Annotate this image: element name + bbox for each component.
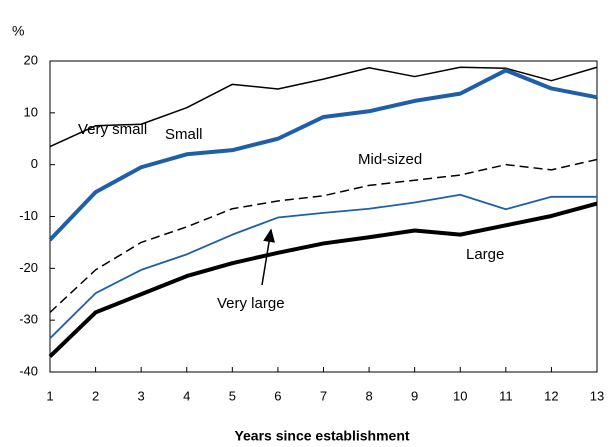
series-label: Small (165, 126, 203, 143)
y-tick-label: 0 (31, 156, 38, 171)
x-tick-label: 10 (453, 388, 467, 403)
x-tick-label: 12 (544, 388, 558, 403)
y-tick-label: -30 (19, 312, 38, 327)
x-tick-label: 11 (499, 388, 513, 403)
y-tick-label: -10 (19, 208, 38, 223)
x-tick-label: 13 (590, 388, 604, 403)
x-tick-label: 7 (320, 388, 327, 403)
series-label: Mid-sized (358, 151, 422, 168)
y-tick-label: 20 (24, 52, 38, 67)
series-line (48, 201, 598, 358)
y-unit-label: % (12, 23, 24, 39)
series-label: Large (466, 246, 504, 263)
x-tick-label: 4 (183, 388, 190, 403)
x-tick-label: 8 (365, 388, 372, 403)
x-tick-label: 5 (229, 388, 236, 403)
plot-frame (49, 60, 598, 373)
x-tick-label: 3 (138, 388, 145, 403)
y-tick-label: -40 (19, 363, 38, 378)
series-line (49, 66, 598, 148)
annotation-arrow (261, 228, 275, 286)
series-label: Very large (217, 295, 285, 312)
x-tick-label: 2 (92, 388, 99, 403)
y-tick-label: -20 (19, 260, 38, 275)
series-line (49, 158, 598, 313)
x-tick-label: 9 (411, 388, 418, 403)
series-label: Very small (78, 121, 147, 138)
series-line (48, 68, 598, 242)
y-tick-label: 10 (24, 104, 38, 119)
x-tick-label: 1 (46, 388, 53, 403)
x-tick-label: 6 (274, 388, 281, 403)
series-line (49, 193, 597, 339)
x-axis-title: Years since establishment (234, 428, 409, 444)
